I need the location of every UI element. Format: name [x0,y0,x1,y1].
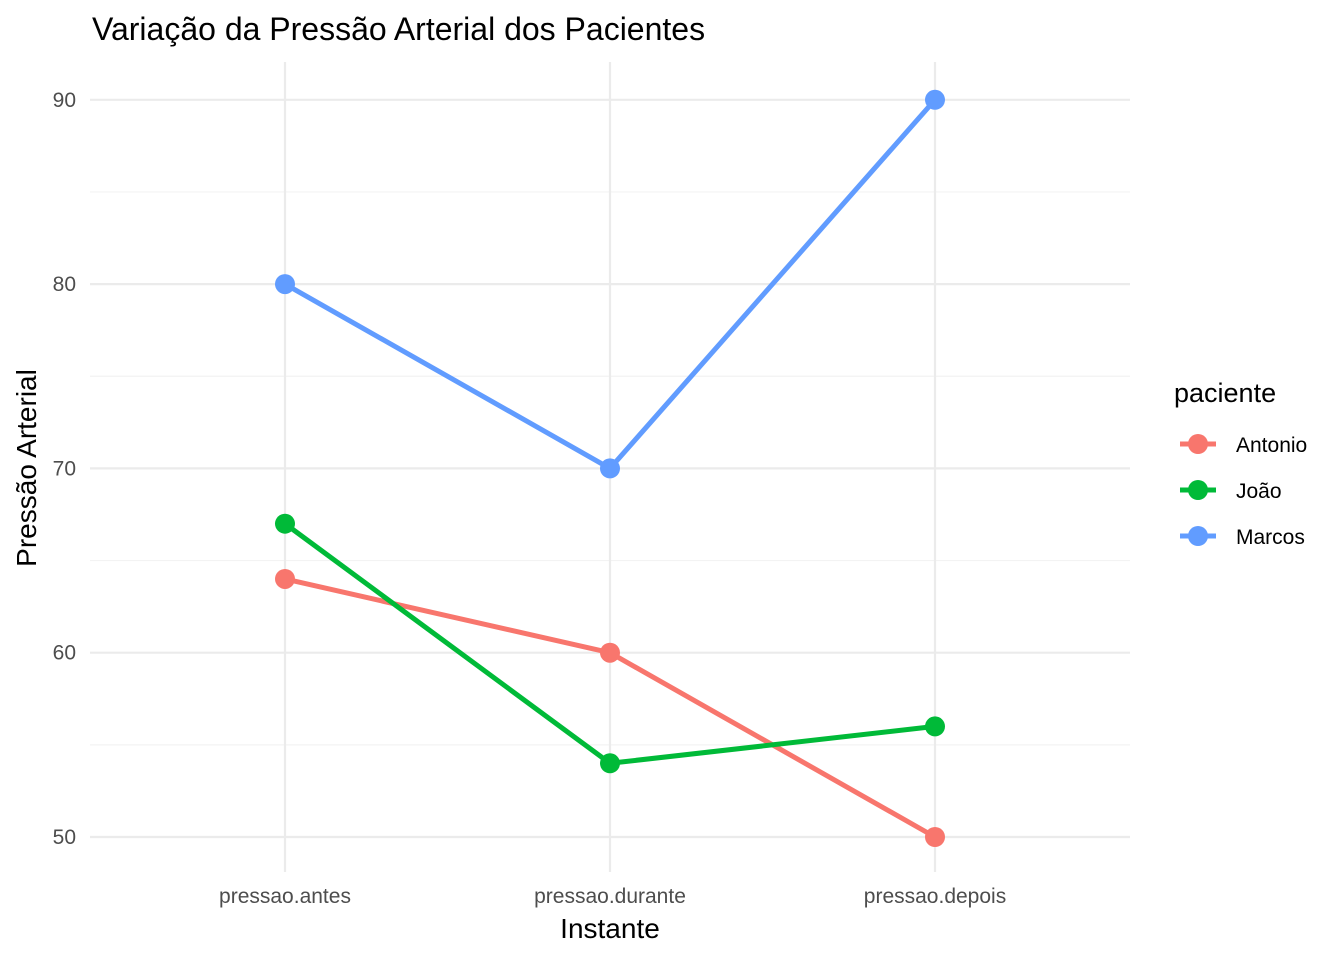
legend-label: João [1236,480,1282,503]
x-axis-title: Instante [560,913,660,944]
x-tick-label: pressao.antes [219,885,351,908]
data-point [600,753,620,774]
data-point [925,89,945,110]
y-tick-label: 80 [53,273,76,296]
legend-item: Antonio [1180,434,1307,457]
x-tick-label: pressao.durante [534,885,686,908]
data-point [275,513,295,534]
legend-key-point [1188,526,1208,546]
data-point [925,716,945,737]
series-joão [275,513,945,774]
series-group [275,89,945,847]
y-axis-title: Pressão Arterial [11,369,42,567]
x-axis-ticks: pressao.antes pressao.durante pressao.depo… [219,885,1006,908]
legend-key-point [1188,480,1208,500]
data-point [600,458,620,479]
legend-key-point [1188,434,1208,454]
legend-label: Antonio [1236,434,1307,457]
y-tick-label: 70 [53,457,76,480]
data-point [275,274,295,295]
legend-item: Marcos [1180,526,1305,549]
x-tick-label: pressao.depois [864,885,1006,908]
data-point [600,642,620,663]
y-tick-label: 90 [53,89,76,112]
y-tick-label: 50 [53,826,76,849]
data-point [275,568,295,589]
legend: paciente Antonio João Marcos [1174,378,1307,549]
legend-item: João [1180,480,1282,503]
series-marcos [275,89,945,479]
legend-label: Marcos [1236,526,1305,549]
data-point [925,827,945,847]
y-tick-label: 60 [53,642,76,665]
chart-title: Variação da Pressão Arterial dos Pacient… [92,11,705,47]
legend-title: paciente [1174,378,1276,408]
y-axis-ticks: 50 60 70 80 90 [53,89,76,849]
